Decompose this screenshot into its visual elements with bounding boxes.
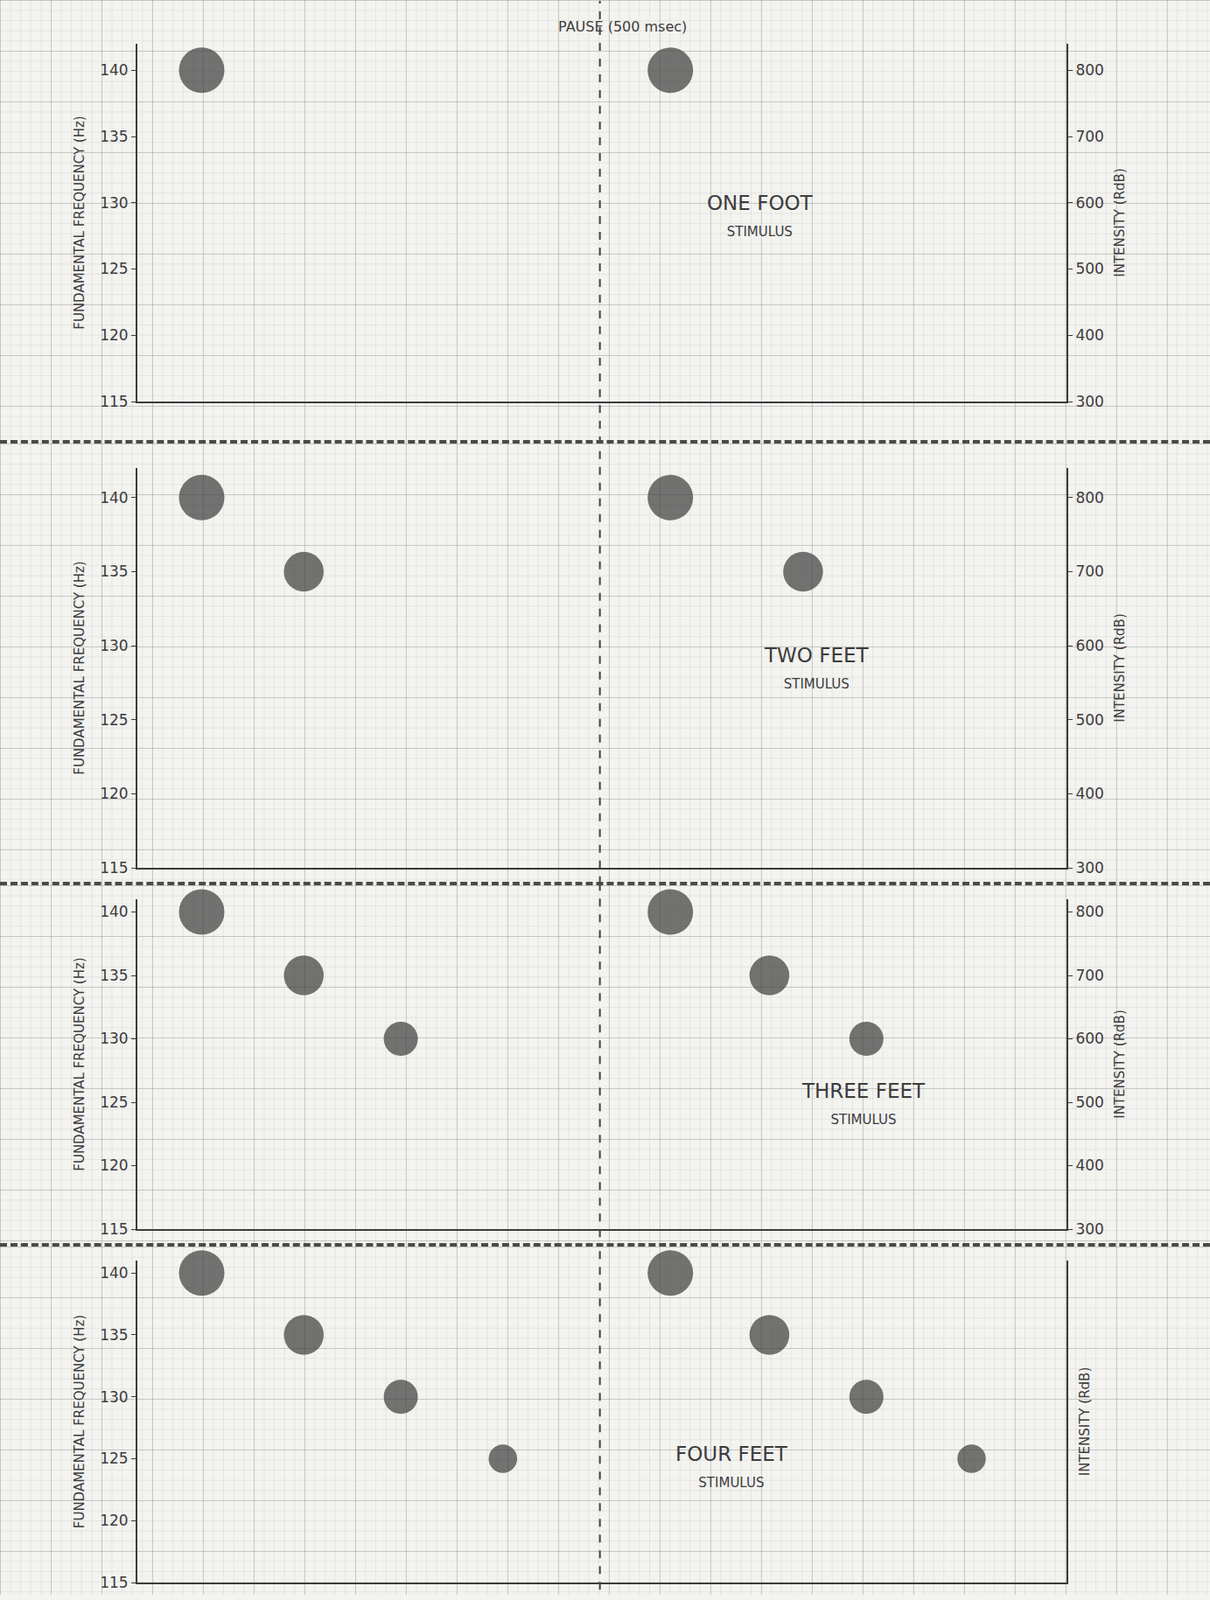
svg-text:600: 600	[1075, 1029, 1104, 1048]
svg-text:130: 130	[99, 1388, 128, 1406]
svg-text:130: 130	[99, 194, 128, 212]
svg-text:140: 140	[99, 902, 128, 921]
svg-text:800: 800	[1075, 61, 1104, 79]
svg-text:700: 700	[1075, 127, 1104, 146]
svg-text:600: 600	[1075, 194, 1104, 212]
svg-text:400: 400	[1075, 326, 1104, 344]
svg-text:130: 130	[99, 636, 128, 655]
svg-text:INTENSITY (RdB): INTENSITY (RdB)	[1112, 1009, 1128, 1119]
svg-text:400: 400	[1075, 1156, 1104, 1175]
svg-text:FOUR FEETSTIMULUS: FOUR FEETSTIMULUS	[675, 1442, 789, 1491]
svg-text:800: 800	[1075, 902, 1104, 921]
svg-text:FUNDAMENTAL FREQUENCY (Hz): FUNDAMENTAL FREQUENCY (Hz)	[71, 115, 88, 329]
svg-text:120: 120	[99, 1156, 128, 1175]
svg-text:125: 125	[99, 1093, 128, 1112]
svg-text:140: 140	[99, 61, 128, 79]
svg-text:140: 140	[99, 1264, 128, 1282]
svg-text:120: 120	[99, 784, 128, 803]
svg-text:INTENSITY (RdB): INTENSITY (RdB)	[1112, 167, 1128, 277]
svg-text:135: 135	[99, 562, 128, 581]
svg-text:135: 135	[99, 966, 128, 985]
svg-text:135: 135	[99, 127, 128, 146]
svg-text:500: 500	[1075, 1093, 1104, 1112]
svg-text:120: 120	[99, 1511, 128, 1530]
svg-text:FUNDAMENTAL FREQUENCY (Hz): FUNDAMENTAL FREQUENCY (Hz)	[71, 1314, 88, 1529]
svg-text:115: 115	[99, 1573, 128, 1592]
svg-text:300: 300	[1075, 859, 1104, 877]
svg-text:ONE FOOTSTIMULUS: ONE FOOTSTIMULUS	[706, 191, 814, 240]
svg-text:FUNDAMENTAL FREQUENCY (Hz): FUNDAMENTAL FREQUENCY (Hz)	[71, 560, 88, 775]
svg-text:125: 125	[99, 1449, 128, 1468]
svg-text:135: 135	[99, 1326, 128, 1344]
svg-text:800: 800	[1075, 489, 1104, 507]
svg-text:115: 115	[99, 392, 128, 411]
svg-text:500: 500	[1075, 259, 1104, 278]
svg-text:INTENSITY (RdB): INTENSITY (RdB)	[1077, 1367, 1093, 1476]
svg-text:FUNDAMENTAL FREQUENCY (Hz): FUNDAMENTAL FREQUENCY (Hz)	[71, 957, 88, 1171]
svg-text:500: 500	[1075, 711, 1104, 729]
svg-text:PAUSE (500 msec): PAUSE (500 msec)	[558, 18, 687, 35]
svg-text:700: 700	[1075, 562, 1104, 581]
svg-text:115: 115	[99, 859, 128, 877]
svg-text:130: 130	[99, 1029, 128, 1048]
svg-text:700: 700	[1075, 966, 1104, 985]
svg-text:120: 120	[99, 326, 128, 344]
svg-text:300: 300	[1075, 1220, 1104, 1238]
svg-text:140: 140	[99, 489, 128, 507]
svg-text:TWO FEETSTIMULUS: TWO FEETSTIMULUS	[763, 643, 869, 693]
svg-text:115: 115	[99, 1220, 128, 1238]
svg-text:600: 600	[1075, 636, 1104, 655]
svg-text:125: 125	[99, 711, 128, 729]
svg-text:125: 125	[99, 259, 128, 278]
svg-text:400: 400	[1075, 784, 1104, 803]
svg-text:300: 300	[1075, 392, 1104, 411]
svg-text:INTENSITY (RdB): INTENSITY (RdB)	[1112, 613, 1128, 722]
svg-text:THREE FEETSTIMULUS: THREE FEETSTIMULUS	[801, 1079, 926, 1128]
